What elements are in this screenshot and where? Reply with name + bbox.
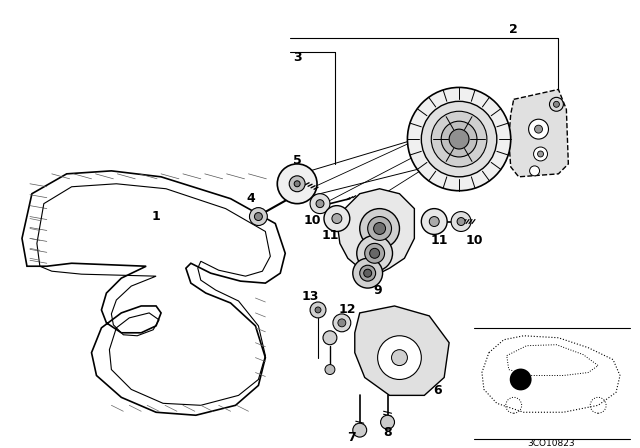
Circle shape (353, 423, 367, 437)
Circle shape (392, 350, 408, 366)
Text: 1: 1 (152, 210, 161, 223)
Circle shape (381, 415, 394, 429)
Circle shape (323, 331, 337, 345)
Circle shape (534, 147, 547, 161)
Text: 3: 3 (293, 51, 302, 64)
Text: 12: 12 (338, 303, 356, 316)
Circle shape (457, 218, 465, 225)
Text: 13: 13 (301, 289, 319, 302)
Circle shape (509, 369, 532, 390)
Polygon shape (338, 189, 414, 273)
Text: 3CO10823: 3CO10823 (527, 439, 575, 448)
Text: 4: 4 (246, 192, 255, 205)
Text: 10: 10 (303, 214, 321, 227)
Circle shape (338, 319, 346, 327)
Circle shape (360, 209, 399, 248)
Circle shape (332, 214, 342, 224)
Circle shape (421, 209, 447, 234)
Circle shape (449, 129, 469, 149)
Circle shape (534, 125, 543, 133)
Circle shape (277, 164, 317, 204)
Circle shape (441, 121, 477, 157)
Circle shape (554, 101, 559, 107)
Circle shape (368, 216, 392, 241)
Text: 9: 9 (373, 284, 382, 297)
Circle shape (289, 176, 305, 192)
Circle shape (550, 97, 563, 111)
Circle shape (360, 265, 376, 281)
Circle shape (353, 258, 383, 288)
Text: 11: 11 (321, 229, 339, 242)
Text: 2: 2 (509, 23, 518, 36)
Circle shape (431, 111, 487, 167)
Circle shape (356, 236, 392, 271)
Circle shape (294, 181, 300, 187)
Polygon shape (355, 306, 449, 396)
Circle shape (364, 269, 372, 277)
Circle shape (365, 243, 385, 263)
Circle shape (429, 216, 439, 227)
Circle shape (378, 336, 421, 379)
Circle shape (333, 314, 351, 332)
Circle shape (538, 151, 543, 157)
Circle shape (315, 307, 321, 313)
Circle shape (325, 365, 335, 375)
Circle shape (310, 194, 330, 214)
Circle shape (421, 101, 497, 177)
Circle shape (370, 248, 380, 258)
Text: 5: 5 (292, 155, 301, 168)
Polygon shape (22, 171, 285, 415)
Circle shape (408, 87, 511, 191)
Circle shape (310, 302, 326, 318)
Text: 8: 8 (383, 426, 392, 439)
Circle shape (316, 200, 324, 207)
Text: 11: 11 (431, 234, 448, 247)
Circle shape (250, 207, 268, 225)
Circle shape (529, 119, 548, 139)
Polygon shape (509, 90, 568, 177)
Text: 7: 7 (348, 431, 356, 444)
Circle shape (324, 206, 350, 232)
Circle shape (530, 166, 540, 176)
Circle shape (451, 211, 471, 232)
Text: 10: 10 (465, 234, 483, 247)
Circle shape (255, 213, 262, 220)
Circle shape (374, 223, 385, 234)
Text: 6: 6 (433, 384, 442, 397)
